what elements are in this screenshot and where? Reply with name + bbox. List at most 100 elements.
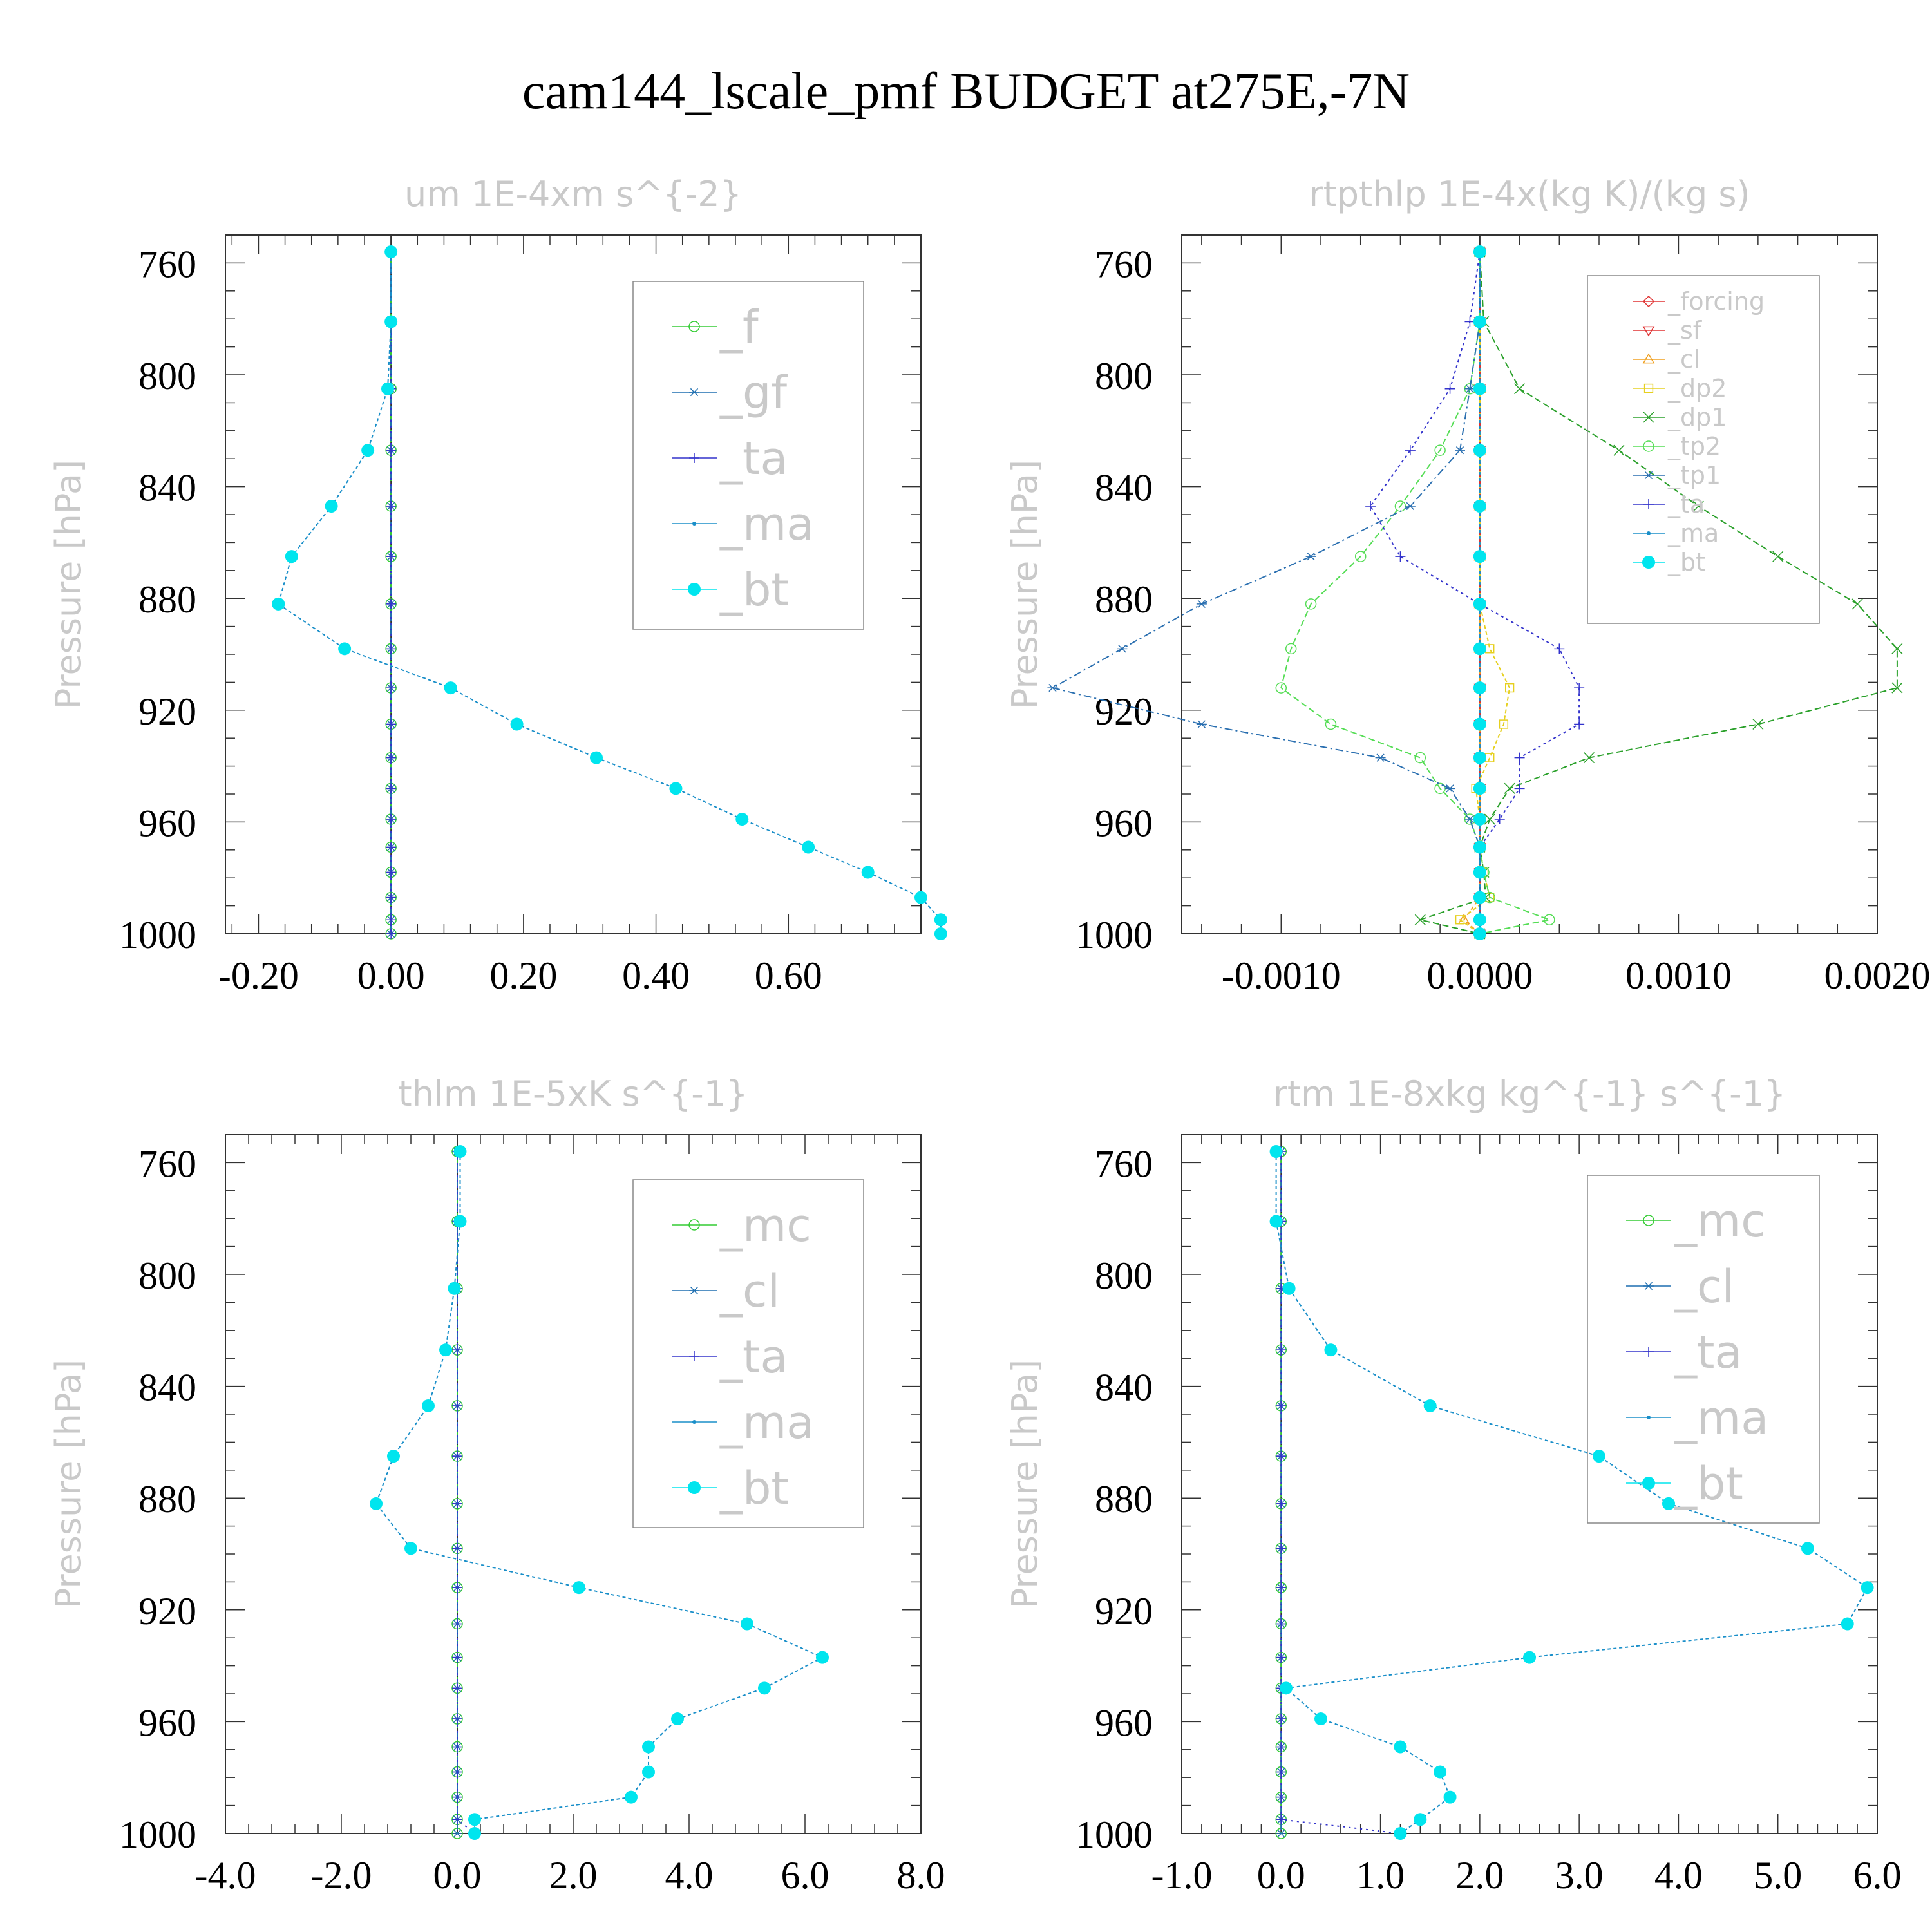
data-point <box>1405 445 1416 456</box>
data-point <box>384 245 398 259</box>
legend-label: _ta <box>719 1331 788 1383</box>
legend-label: _sf <box>1667 316 1703 345</box>
data-point <box>1473 840 1486 854</box>
data-point <box>816 1651 829 1664</box>
data-point <box>386 892 397 903</box>
data-point <box>1473 913 1486 927</box>
data-point <box>452 1829 462 1838</box>
legend-marker <box>692 1420 696 1424</box>
data-point <box>1801 1542 1814 1555</box>
panel-title: um 1E-4xm s^{-2} <box>404 174 742 214</box>
panel-title: rtm 1E-8xkg kg^{-1} s^{-1} <box>1273 1074 1786 1114</box>
data-point <box>625 1790 638 1804</box>
data-point <box>1405 502 1416 511</box>
data-point <box>1285 643 1297 655</box>
legend-marker <box>1643 471 1654 480</box>
legend-marker <box>1643 412 1654 423</box>
data-point <box>1514 383 1526 395</box>
series-line <box>1463 252 1481 934</box>
legend-box <box>1587 275 1820 624</box>
chart-panels: um 1E-4xm s^{-2} Pressure [hPa] 760 800 840 8… <box>48 174 1931 1897</box>
y-tick-label: 840 <box>1095 467 1153 509</box>
legend-marker <box>689 453 699 463</box>
y-tick-label: 760 <box>1095 1142 1153 1185</box>
data-point <box>1464 815 1475 824</box>
data-point <box>386 445 397 456</box>
legend-box <box>632 281 864 630</box>
data-point <box>1473 681 1486 695</box>
figure-title: cam144_lscale_pmf BUDGET at275E,-7N <box>522 63 1410 120</box>
y-tick-label: 760 <box>138 243 196 285</box>
chart-panel-4: rtm 1E-8xkg kg^{-1} s^{-1} Pressure [hPa]… <box>1005 1074 1902 1897</box>
data-point <box>510 717 524 731</box>
legend-marker <box>1647 531 1651 535</box>
y-tick-label: 800 <box>138 355 196 397</box>
data-point <box>1523 1651 1536 1664</box>
data-point <box>452 1451 462 1462</box>
plot-frame <box>225 234 922 934</box>
data-point <box>914 891 927 904</box>
series-bt <box>370 1145 829 1840</box>
data-point <box>1276 1498 1287 1509</box>
data-point <box>1443 1790 1457 1804</box>
data-point <box>1455 915 1465 925</box>
data-point <box>1494 814 1505 825</box>
data-point <box>1117 645 1128 653</box>
data-point <box>758 1681 771 1695</box>
data-point <box>1593 1450 1605 1463</box>
y-tick-label: 1000 <box>119 1814 196 1856</box>
y-tick-label: 880 <box>1095 578 1153 621</box>
data-point <box>1499 719 1509 729</box>
x-tick-label: -4.0 <box>195 1854 256 1897</box>
y-tick-label: 1000 <box>1075 1814 1153 1856</box>
data-point <box>386 814 397 825</box>
x-tick-label: 0.0010 <box>1625 954 1732 997</box>
data-point <box>1280 1681 1293 1695</box>
data-point <box>741 1617 753 1631</box>
y-tick-label: 1000 <box>1075 914 1153 956</box>
legend-label: _dp1 <box>1667 403 1727 431</box>
series-line <box>1369 251 1580 934</box>
y-tick-label: 920 <box>1095 690 1153 733</box>
y-tick-label: 840 <box>138 1367 196 1409</box>
data-point <box>642 1740 655 1754</box>
data-point <box>1504 683 1515 693</box>
x-tick-label: 0.0020 <box>1824 954 1931 997</box>
data-point <box>1325 718 1337 730</box>
data-point <box>444 681 457 695</box>
data-point <box>1414 1813 1427 1826</box>
data-point <box>386 598 397 609</box>
data-point <box>1414 914 1426 925</box>
series-line <box>375 1151 824 1833</box>
data-point <box>1324 1343 1338 1357</box>
legend-marker <box>689 1351 699 1361</box>
x-tick-label: -2.0 <box>311 1854 372 1897</box>
legend-label: _dp2 <box>1667 374 1727 402</box>
data-point <box>1464 384 1475 393</box>
data-point <box>1752 718 1764 730</box>
x-tick-label: 0.0 <box>1257 1854 1305 1897</box>
chart-panel-3: thlm 1E-5xK s^{-1} Pressure [hPa] 760 800 84… <box>48 1074 945 1897</box>
x-tick-label: 2.0 <box>549 1854 598 1897</box>
legend-label: _mc <box>1674 1195 1766 1247</box>
data-point <box>1473 866 1486 879</box>
data-point <box>1414 752 1426 764</box>
data-point <box>1047 683 1058 692</box>
legend-marker <box>688 1481 701 1494</box>
data-point <box>452 1792 462 1803</box>
y-tick-label: 960 <box>1095 802 1153 844</box>
data-point <box>934 927 947 940</box>
data-point <box>1473 245 1486 259</box>
data-point <box>1276 1814 1287 1825</box>
data-point <box>1276 1741 1287 1752</box>
legend-label: _forcing <box>1667 287 1765 316</box>
legend-label: _cl <box>719 1265 780 1318</box>
x-tick-label: 4.0 <box>665 1854 714 1897</box>
data-point <box>452 1714 462 1725</box>
data-point <box>1269 1145 1283 1159</box>
y-tick-label: 760 <box>1095 243 1153 285</box>
data-point <box>1613 444 1625 456</box>
data-point <box>452 1741 462 1752</box>
y-tick-label: 920 <box>138 690 196 733</box>
legend: _f _gf _ta _ma _bt <box>632 281 864 630</box>
